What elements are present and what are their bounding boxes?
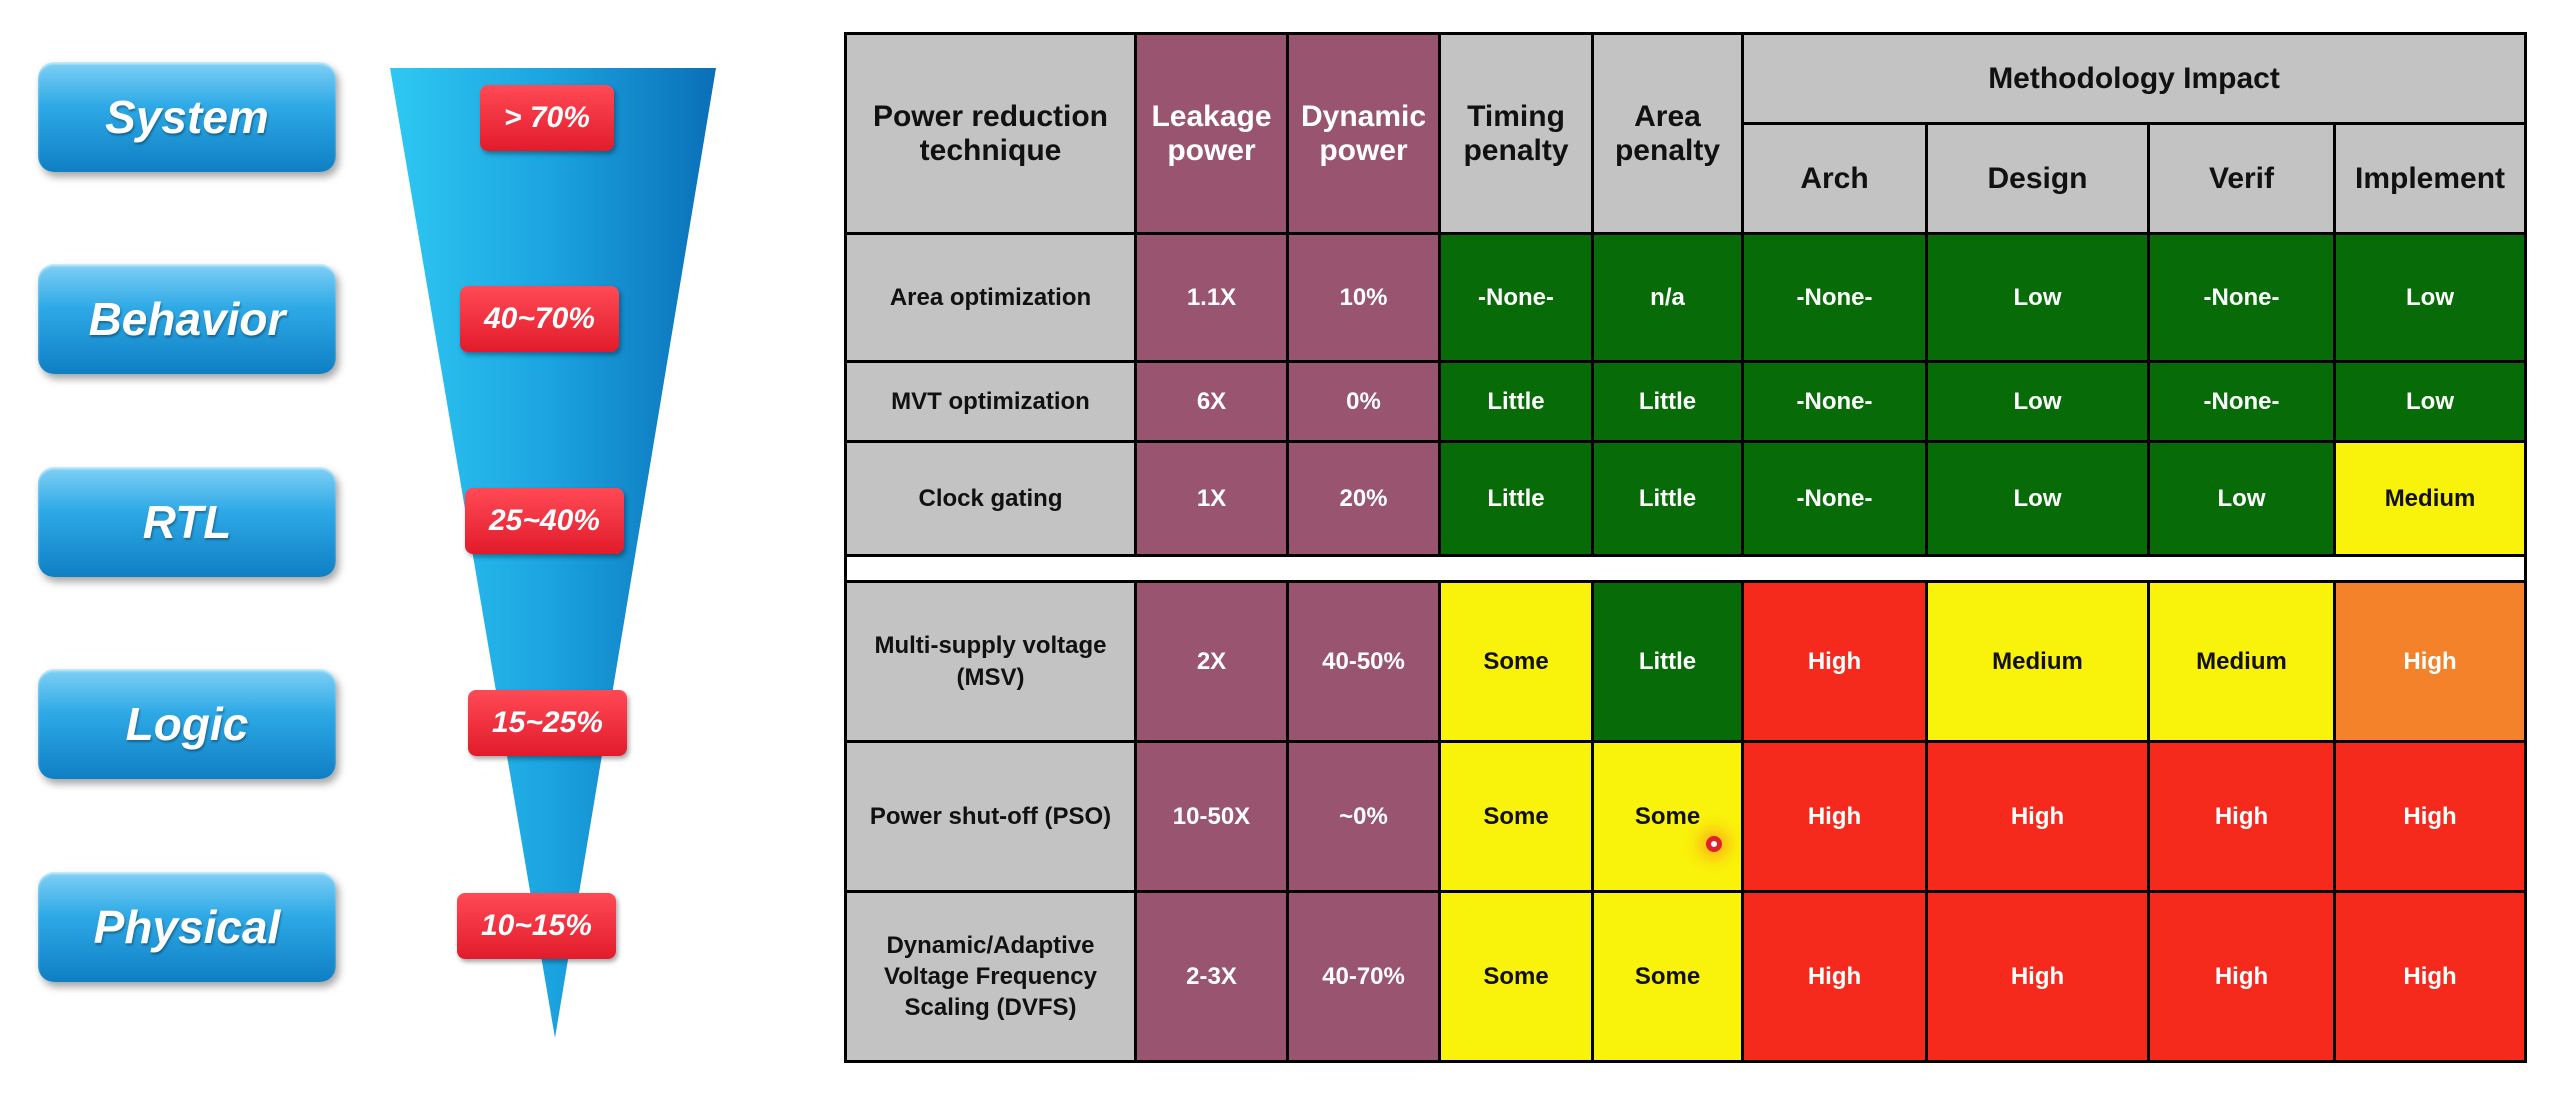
arch-cell: High [1741,580,1928,743]
level-label: System [105,91,269,143]
arch-cell: -None- [1741,360,1928,443]
dynamic-cell: 10% [1286,232,1441,363]
design-cell: High [1925,890,2150,1063]
area-cell: Some [1591,740,1744,893]
leakage-cell: 1.1X [1134,232,1289,363]
section-separator [843,554,2528,583]
design-cell: High [1925,740,2150,893]
leakage-cell: 6X [1134,360,1289,443]
implement-cell: High [2332,740,2528,893]
pointer-cursor [1706,836,1722,852]
pct-label: 15~25% [492,706,603,739]
design-cell: Low [1925,360,2150,443]
dynamic-cell: 0% [1286,360,1441,443]
header-design: Design [1925,122,2150,235]
arch-cell: -None- [1741,232,1928,363]
table-row: MVT optimization 6X 0% Little Little -No… [844,360,2528,443]
header-methodology: Methodology Impact [1740,32,2528,125]
level-rtl: RTL [38,467,336,577]
leakage-cell: 2-3X [1134,890,1289,1063]
area-cell: n/a [1591,232,1744,363]
design-cell: Low [1925,232,2150,363]
implement-cell: Low [2332,360,2528,443]
level-system: System [38,62,336,172]
table-row: Dynamic/Adaptive Voltage Frequency Scali… [844,890,2528,1063]
header-timing: Timing penalty [1438,32,1594,235]
design-cell: Medium [1925,580,2150,743]
pct-label: > 70% [504,101,590,134]
technique-cell: Multi-supply voltage (MSV) [844,580,1137,743]
verif-cell: -None- [2147,360,2336,443]
dynamic-cell: ~0% [1286,740,1441,893]
header-implement: Implement [2332,122,2528,235]
level-behavior: Behavior [38,264,336,374]
verif-cell: Medium [2147,580,2336,743]
timing-cell: Some [1438,890,1594,1063]
timing-cell: Some [1438,740,1594,893]
power-technique-table: Power reduction technique Leakage power … [843,32,2528,1063]
level-label: Behavior [88,293,286,345]
technique-cell: MVT optimization [844,360,1137,443]
area-cell: Little [1591,440,1744,557]
design-cell: Low [1925,440,2150,557]
technique-cell: Clock gating [844,440,1137,557]
technique-cell: Area optimization [844,232,1137,363]
verif-cell: Low [2147,440,2336,557]
implement-cell: High [2332,890,2528,1063]
table-row: Multi-supply voltage (MSV) 2X 40-50% Som… [844,580,2528,743]
table-row: Area optimization 1.1X 10% -None- n/a -N… [844,232,2528,363]
header-leakage: Leakage power [1134,32,1289,235]
implement-cell: Medium [2332,440,2528,557]
pct-label: 10~15% [481,909,592,942]
implement-cell: Low [2332,232,2528,363]
leakage-cell: 1X [1134,440,1289,557]
level-physical: Physical [38,872,336,982]
pct-badge-system: > 70% [480,85,614,151]
pct-label: 25~40% [489,504,600,537]
pct-badge-behavior: 40~70% [460,286,619,352]
implement-cell: High [2332,580,2528,743]
dynamic-cell: 20% [1286,440,1441,557]
arch-cell: -None- [1741,440,1928,557]
level-label: Physical [93,901,281,953]
pct-label: 40~70% [484,302,595,335]
technique-cell: Power shut-off (PSO) [844,740,1137,893]
verif-cell: High [2147,740,2336,893]
leakage-cell: 2X [1134,580,1289,743]
area-cell: Little [1591,580,1744,743]
timing-cell: Little [1438,360,1594,443]
level-label: Logic [125,698,249,750]
pct-badge-physical: 10~15% [457,893,616,959]
dynamic-cell: 40-50% [1286,580,1441,743]
pct-badge-rtl: 25~40% [465,488,624,554]
arch-cell: High [1741,890,1928,1063]
table-row: Power shut-off (PSO) 10-50X ~0% Some Som… [844,740,2528,893]
area-cell: Little [1591,360,1744,443]
leakage-cell: 10-50X [1134,740,1289,893]
arch-cell: High [1741,740,1928,893]
level-logic: Logic [38,669,336,779]
area-cell: Some [1591,890,1744,1063]
header-technique: Power reduction technique [844,32,1137,235]
verif-cell: High [2147,890,2336,1063]
timing-cell: Some [1438,580,1594,743]
header-verif: Verif [2147,122,2336,235]
level-label: RTL [142,496,232,548]
timing-cell: -None- [1438,232,1594,363]
timing-cell: Little [1438,440,1594,557]
verif-cell: -None- [2147,232,2336,363]
table-row: Clock gating 1X 20% Little Little -None-… [844,440,2528,557]
header-area: Area penalty [1591,32,1744,235]
technique-cell: Dynamic/Adaptive Voltage Frequency Scali… [844,890,1137,1063]
pct-badge-logic: 15~25% [468,690,627,756]
header-dynamic: Dynamic power [1286,32,1441,235]
dynamic-cell: 40-70% [1286,890,1441,1063]
header-arch: Arch [1741,122,1928,235]
